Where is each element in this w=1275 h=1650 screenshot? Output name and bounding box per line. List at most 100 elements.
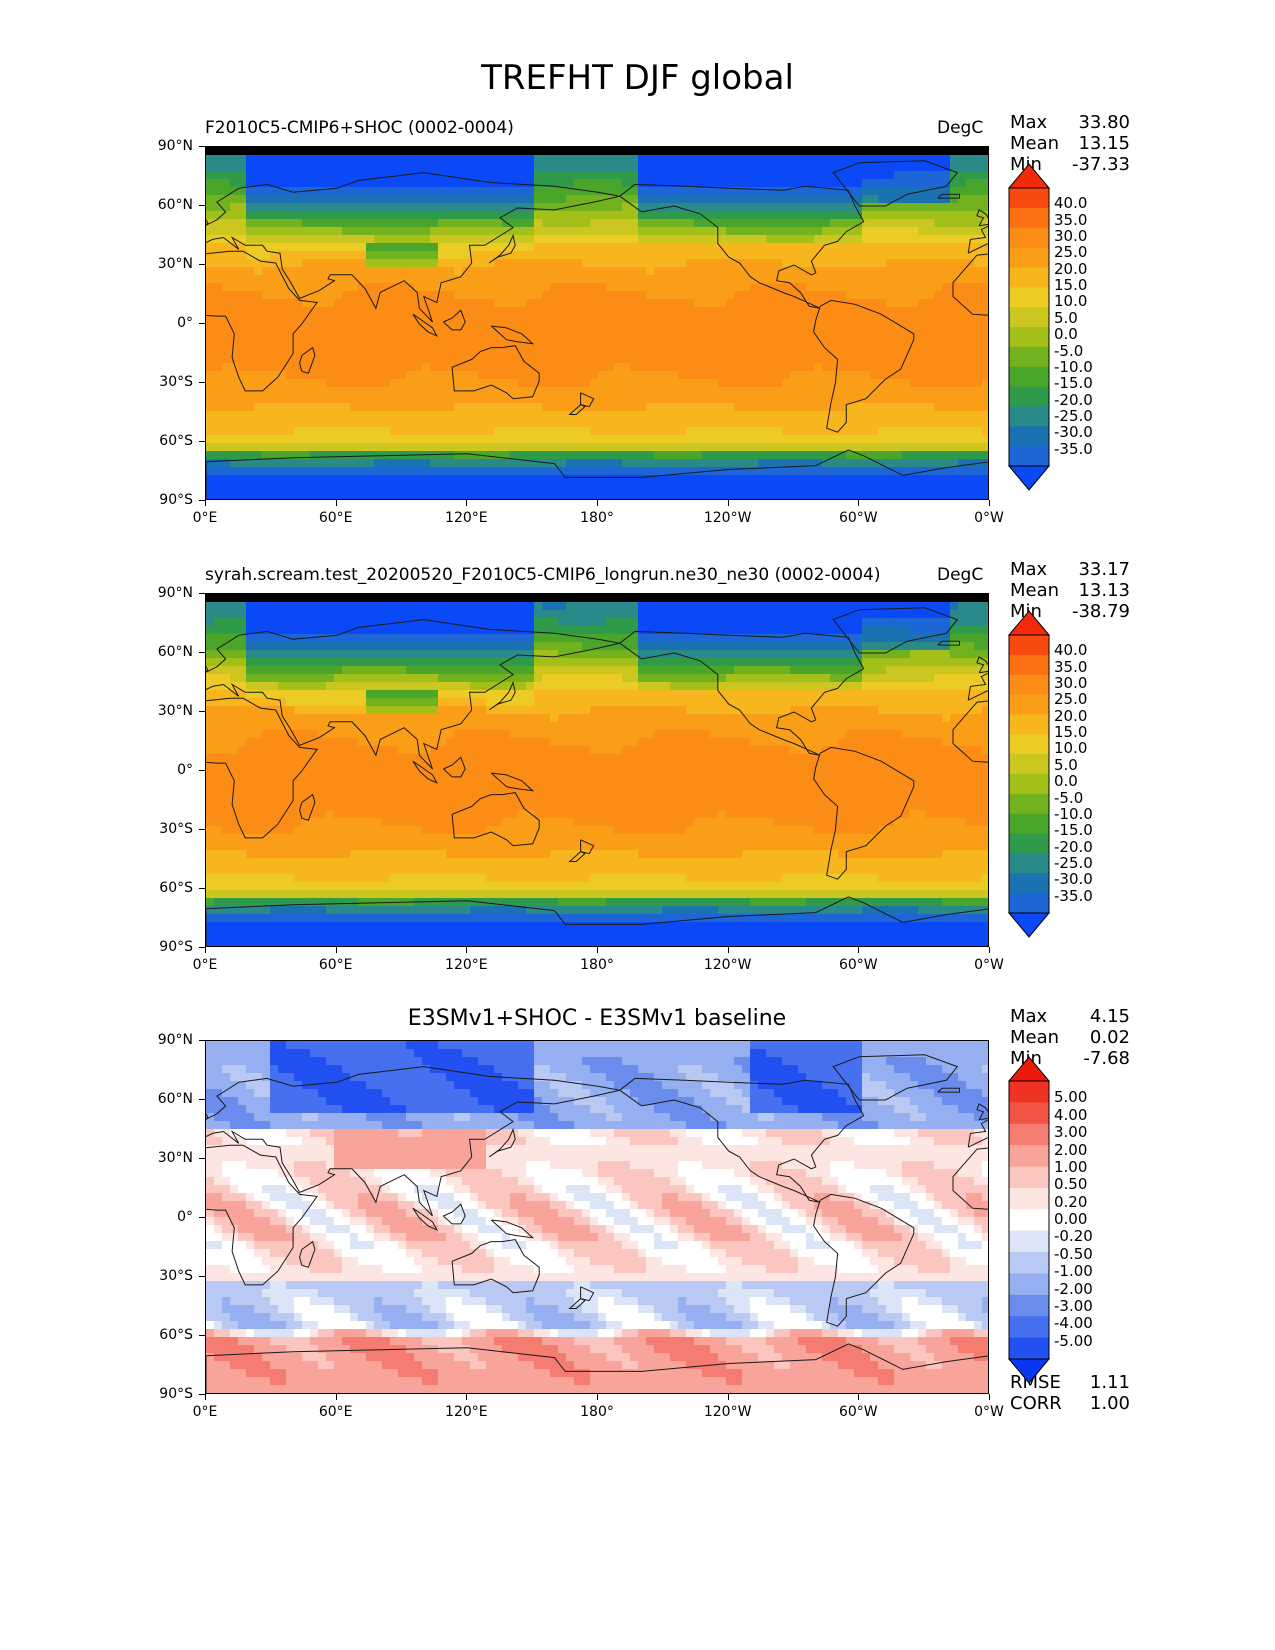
- y-tick-mark: [199, 770, 205, 771]
- x-tick-label: 0°E: [192, 1404, 218, 1420]
- colorbar: [1007, 163, 1051, 495]
- colorbar-label: -3.00: [1054, 1296, 1093, 1315]
- y-tick-label: 0°: [177, 315, 193, 331]
- y-tick-mark: [199, 1099, 205, 1100]
- colorbar-label: -0.20: [1054, 1227, 1093, 1246]
- colorbar-label: -15.0: [1054, 821, 1093, 840]
- y-tick-mark: [199, 829, 205, 830]
- y-tick-label: 60°N: [157, 1091, 193, 1107]
- colorbar-bin: [1009, 346, 1049, 368]
- coastline: [619, 630, 865, 756]
- x-tick-label: 60°E: [318, 957, 353, 973]
- x-tick-label: 180°: [580, 510, 614, 526]
- colorbar-label: -20.0: [1054, 390, 1093, 409]
- colorbar-label: 0.50: [1054, 1175, 1088, 1194]
- map-svg: [206, 147, 988, 499]
- colorbar-label: 10.0: [1054, 739, 1088, 758]
- coastline: [451, 1239, 540, 1294]
- stat-label-rmse: RMSE: [1010, 1372, 1061, 1393]
- x-tick-mark: [858, 500, 860, 506]
- y-tick-label: 60°N: [157, 197, 193, 213]
- colorbar-bin: [1009, 287, 1049, 308]
- stat-value-max: 33.17: [1078, 559, 1130, 580]
- x-tick-mark: [858, 1394, 860, 1400]
- colorbar-bin: [1009, 1294, 1049, 1317]
- colorbar-label: -20.0: [1054, 837, 1093, 856]
- colorbar-extend-bottom: [1007, 912, 1051, 938]
- colorbar-bin: [1009, 793, 1049, 815]
- x-tick-mark: [466, 1394, 468, 1400]
- field-layer: [206, 594, 988, 946]
- y-tick-mark: [199, 711, 205, 712]
- coastline: [451, 792, 540, 847]
- coastline: [451, 345, 540, 400]
- stat-value-mean: 13.13: [1078, 580, 1130, 601]
- y-tick-label: 90°N: [157, 138, 193, 154]
- map-plot[interactable]: [205, 146, 989, 500]
- colorbar-label: 0.0: [1054, 772, 1078, 791]
- colorbar-extend-top: [1007, 610, 1051, 636]
- map-plot[interactable]: [205, 593, 989, 947]
- colorbar-label: -5.00: [1054, 1331, 1093, 1350]
- coastline: [490, 772, 535, 792]
- colorbar-bin: [1009, 734, 1049, 755]
- x-tick-mark: [727, 1394, 729, 1400]
- colorbar-bin: [1009, 446, 1049, 467]
- panel-units: DegC: [937, 118, 984, 138]
- colorbar-bin: [1009, 654, 1049, 676]
- colorbar: [1007, 610, 1051, 942]
- coastline: [619, 1077, 865, 1203]
- colorbar-label: 25.0: [1054, 243, 1088, 262]
- colorbar-label: 40.0: [1054, 194, 1088, 213]
- coastline: [832, 607, 959, 654]
- colorbar-bin: [1009, 207, 1049, 229]
- colorbar-bin: [1009, 1145, 1049, 1168]
- coastline: [490, 1219, 535, 1239]
- colorbar-bin: [1009, 366, 1049, 388]
- colorbar-bin: [1009, 1187, 1049, 1210]
- x-tick-label: 180°: [580, 957, 614, 973]
- colorbar-label: 35.0: [1054, 210, 1088, 229]
- y-tick-mark: [199, 264, 205, 265]
- colorbar-bin: [1009, 1102, 1049, 1125]
- coastline: [412, 313, 438, 337]
- coastline: [206, 1112, 209, 1119]
- colorbar-label: -15.0: [1054, 374, 1093, 393]
- panel-title: E3SMv1+SHOC - E3SMv1 baseline: [407, 1006, 787, 1031]
- y-tick-label: 30°S: [159, 374, 193, 390]
- colorbar-extend-top: [1007, 1056, 1051, 1082]
- colorbar-bin: [1009, 327, 1049, 348]
- coastline: [490, 325, 535, 345]
- stat-value-min: -37.33: [1071, 154, 1130, 175]
- colorbar-bin: [1009, 1081, 1049, 1103]
- stat-label-max: Max: [1010, 1006, 1048, 1027]
- y-tick-mark: [199, 888, 205, 889]
- colorbar-bin: [1009, 873, 1049, 894]
- coastline: [813, 299, 915, 433]
- coastline: [568, 404, 586, 415]
- colorbar-bin: [1009, 386, 1049, 407]
- colorbar-label: -30.0: [1054, 870, 1093, 889]
- y-tick-label: 90°S: [159, 1386, 193, 1402]
- colorbar-label: 2.00: [1054, 1140, 1088, 1159]
- panel-title: syrah.scream.test_20200520_F2010C5-CMIP6…: [205, 565, 881, 585]
- colorbar-bin: [1009, 1123, 1049, 1146]
- colorbar-bin: [1009, 1209, 1049, 1232]
- colorbar-label: 25.0: [1054, 690, 1088, 709]
- x-tick-label: 120°E: [445, 1404, 488, 1420]
- colorbar-label: -10.0: [1054, 357, 1093, 376]
- panel-title: F2010C5-CMIP6+SHOC (0002-0004): [205, 118, 514, 138]
- coastline: [976, 1103, 988, 1121]
- colorbar-frame: [1008, 1080, 1050, 1360]
- stat-value-min: -38.79: [1071, 601, 1130, 622]
- y-tick-mark: [199, 1335, 205, 1336]
- x-tick-label: 60°E: [318, 1404, 353, 1420]
- coastline: [443, 1203, 466, 1225]
- x-tick-mark: [727, 947, 729, 953]
- x-tick-label: 120°E: [445, 957, 488, 973]
- map-plot[interactable]: [205, 1040, 989, 1394]
- colorbar-label: 4.00: [1054, 1105, 1088, 1124]
- y-tick-mark: [199, 1276, 205, 1277]
- x-tick-label: 180°: [580, 1404, 614, 1420]
- coastline: [206, 449, 988, 499]
